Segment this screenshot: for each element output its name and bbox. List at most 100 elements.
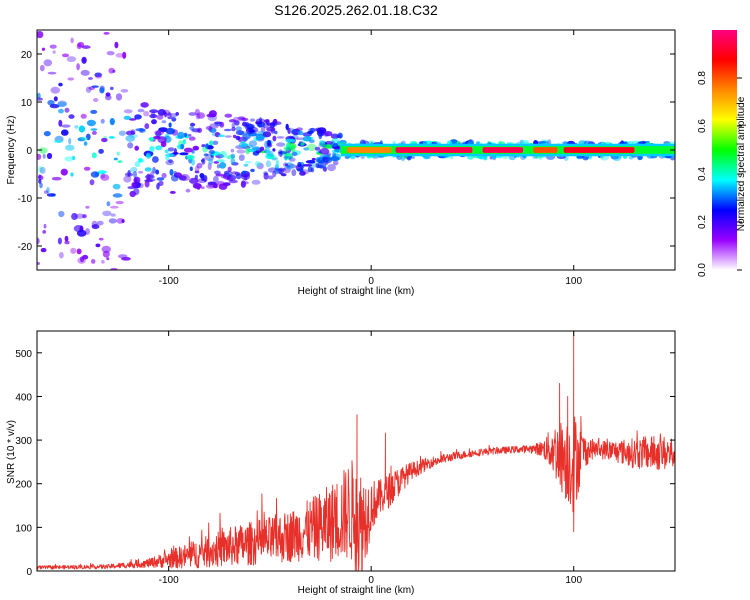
spectrogram-cell [299,171,306,176]
spectrogram-cell [127,142,134,149]
spectrogram-cell [149,114,158,119]
spectrogram-cell [248,126,259,134]
spectrogram-cell [311,157,316,161]
spectrogram-cell [244,174,248,181]
spectrogram-cell [219,121,225,128]
spectrogram-cell [41,47,46,51]
spectrogram-cell [190,122,196,127]
colorbar-tick-label: 0.0 [697,263,708,277]
spectrogram-cell [248,140,258,147]
spectrogram-cell [324,131,333,137]
spectrogram-cell [64,156,74,162]
spectrogram-cell [76,63,80,71]
spectrogram-cell [140,102,149,108]
spectrogram-cell [39,166,46,174]
spectrogram-cell [80,113,87,119]
spectrogram-cell [154,130,165,136]
spectrogram-cell [411,156,415,159]
spectrogram-cell [90,128,98,131]
spectrogram-cell [37,262,40,265]
spectrogram-cell [51,176,62,181]
spectrogram-cell [234,120,240,126]
spectrogram-cell [68,114,75,119]
spectrogram-cell [74,125,79,129]
spectrogram-cell [255,133,265,141]
spectrogram-cell [37,97,43,101]
spectrogram-cell [223,170,233,177]
spectrogram-cell [39,182,43,189]
spectrogram-cell [264,119,270,123]
spectrogram-cell [267,175,274,180]
spectrogram-cell [144,123,150,130]
spectrogram-cell [57,237,63,245]
spectrogram-cell [305,160,316,164]
spectrogram-cell [120,89,129,93]
spectrogram-cell [188,136,196,141]
spectrogram-cell [148,151,154,156]
spectrogram-cell [57,100,67,107]
snr-x-ticks: -100 0 100 [159,331,583,586]
spectrogram-cell [166,112,172,120]
spectrogram-cell [238,154,245,161]
snr-series-line [37,331,675,571]
y-tick-label: -20 [18,242,33,253]
y-tick-label: 100 [15,523,32,534]
spectrogram-cell [167,147,175,152]
spectrogram-cell [138,170,144,174]
spectrogram-cell [109,118,115,126]
spectrogram-cell [203,175,208,182]
spectrogram-cell [318,132,323,140]
spectrogram-cell [102,210,112,217]
spectrogram-cell [134,161,141,168]
spectrogram-cell [133,171,137,178]
spectrogram-cell [74,213,85,219]
spectrogram-cell [584,155,592,159]
spectrogram-cell [235,173,242,180]
spectrogram-cell [238,117,247,122]
spectrogram-cell [171,174,179,182]
spectrogram-cell [116,151,120,156]
spectrogram-cell [230,148,235,153]
spectrogram-cell [117,160,123,164]
x-tick-label: -100 [159,575,179,586]
spectrogram-cell [95,75,102,79]
spectrogram-cell [330,133,340,139]
spectrogram-cell [245,147,250,155]
spectrogram-cell [148,137,155,141]
spectrogram-cell [129,190,136,198]
snr-y-ticks: 0 100 200 300 400 500 [15,349,675,578]
spectrogram-cell [116,218,125,224]
spectrogram-cell [110,213,116,217]
spectrogram-cell [85,133,91,141]
spectrogram-cell [244,161,252,164]
spectrogram-cell [244,181,249,185]
spectrogram-cell [188,133,192,137]
spectrogram-cell [39,64,45,72]
spectrogram-cell [38,147,48,154]
spectrogram-cell [52,50,56,54]
x-tick-label: -100 [159,276,179,287]
spectrogram-cell [91,224,100,230]
spectrogram-cell [257,130,265,137]
x-tick-label: 100 [565,575,582,586]
colorbar-label: Normalized spectral amplitude [736,96,747,231]
spectrogram-cell [177,131,185,139]
spectrogram-cell [118,130,126,136]
spectrogram-cell [242,170,246,175]
spectrogram-cell [83,166,91,171]
spectrogram-cell [264,140,269,149]
spectrogram-cell [260,125,266,133]
spectrogram-cell [77,257,86,264]
spectrogram-cell [138,158,145,163]
spectrogram-cell [40,247,47,253]
spectrogram-cell [123,175,132,183]
spectrogram-cell [65,144,75,151]
spectrogram-cell [311,167,315,173]
spectrogram-cell [115,53,125,58]
spectrogram-band-segment [533,147,558,153]
spectrogram-cell [43,190,49,194]
spectrogram-cell [149,109,159,114]
spectrogram-cell [136,182,144,189]
spectrogram-cell [64,240,70,245]
spectrogram-cell [112,183,121,190]
